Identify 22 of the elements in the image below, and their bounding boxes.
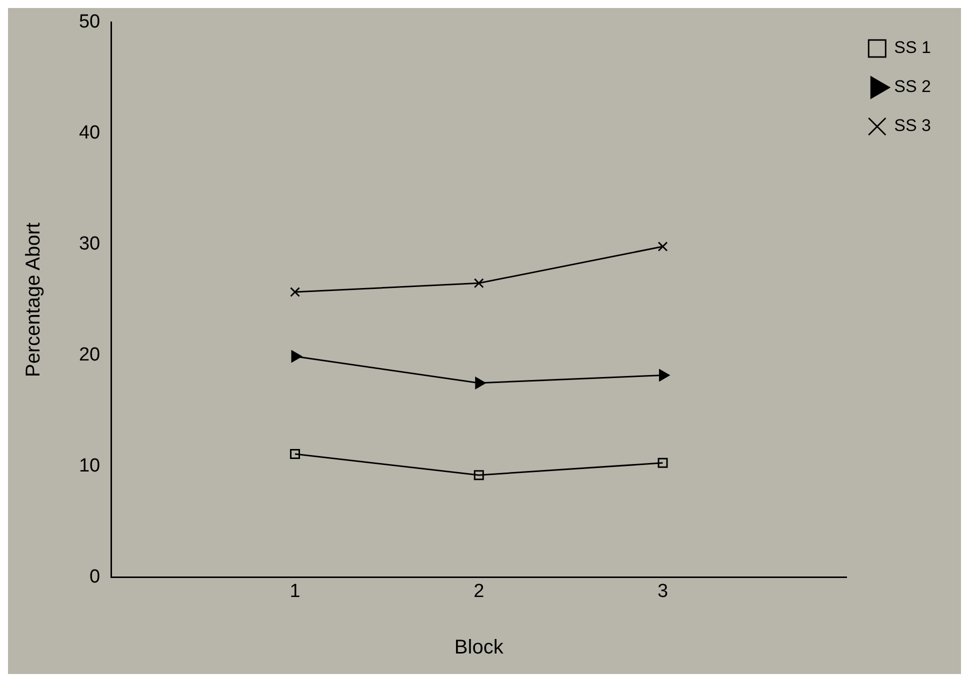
y-axis-title: Percentage Abort bbox=[22, 222, 45, 378]
legend-label: SS 2 bbox=[894, 77, 932, 96]
y-tick-label: 10 bbox=[78, 455, 100, 476]
y-tick-label: 50 bbox=[78, 12, 100, 33]
point bbox=[474, 278, 484, 288]
point bbox=[290, 449, 300, 460]
x-tick-label: 3 bbox=[657, 580, 668, 602]
point bbox=[291, 350, 302, 362]
y-tick-label: 0 bbox=[90, 566, 100, 588]
y-tick-label: 20 bbox=[78, 344, 100, 366]
x-tick-label: 2 bbox=[474, 580, 484, 602]
x-axis-title: Block bbox=[454, 636, 504, 659]
x-tick-label: 1 bbox=[290, 580, 300, 602]
legend-label: SS 1 bbox=[894, 38, 932, 58]
point bbox=[475, 377, 486, 389]
y-tick-label: 40 bbox=[78, 122, 100, 144]
legend-label: SS 3 bbox=[894, 116, 932, 136]
y-tick-label: 30 bbox=[78, 234, 100, 255]
point bbox=[658, 458, 668, 468]
point bbox=[474, 470, 484, 480]
point bbox=[290, 287, 300, 298]
point bbox=[658, 242, 668, 252]
